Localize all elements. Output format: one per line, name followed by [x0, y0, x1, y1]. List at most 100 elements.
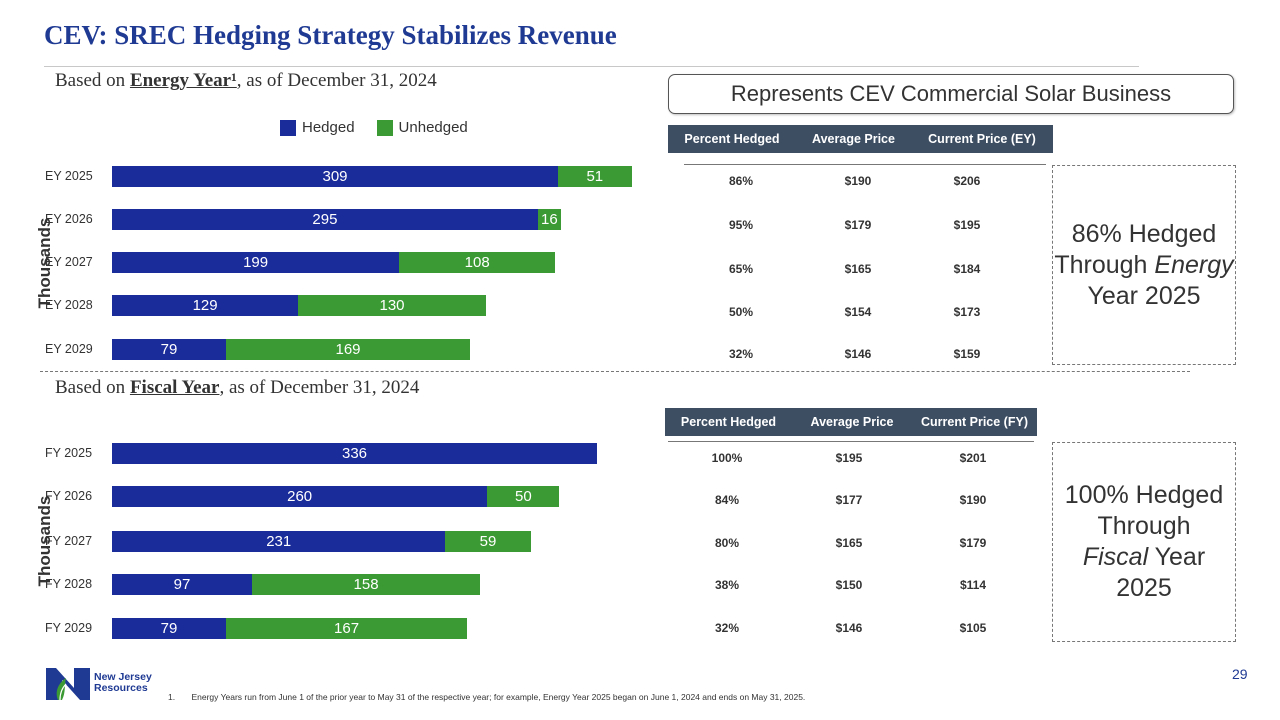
ey-table-cell: 65%	[728, 262, 754, 276]
fiscal-year-summary-italic: Fiscal	[1082, 543, 1149, 571]
energy-year-subtitle-prefix: Based on	[55, 70, 130, 91]
energy-year-summary-italic: Energy	[1154, 250, 1234, 279]
fy-data-label: 79	[160, 620, 178, 637]
fiscal-year-summary-text: 100% Hedged Through Fiscal Year 2025	[1053, 480, 1235, 604]
ey-data-label: 129	[192, 297, 218, 314]
new-jersey-resources-logo-icon	[46, 668, 90, 701]
ey-data-label: 51	[586, 168, 604, 185]
fy-data-label: 336	[341, 445, 368, 462]
page-number: 29	[1232, 666, 1248, 682]
fy-table-cell: $190	[959, 493, 987, 507]
fiscal-year-summary-line2: Year 2025	[1116, 543, 1206, 602]
fy-table-cell: $146	[835, 621, 863, 635]
fy-table-row: 84% $177 $190	[665, 493, 1037, 507]
ey-table-cell: 86%	[728, 174, 754, 188]
energy-year-subtitle-suffix: , as of December 31, 2024	[236, 70, 437, 91]
ey-bar-hedged	[112, 339, 227, 360]
fiscal-year-bar-chart: FY 2025 336 FY 2026 260 50 FY 2027 231 59 FY 202…	[45, 443, 597, 639]
ey-table-cell: 95%	[728, 218, 754, 232]
fy-table-cell: 80%	[714, 536, 740, 550]
fy-category-label: FY 2027	[45, 534, 93, 548]
fy-category-label: FY 2029	[45, 621, 93, 635]
fy-table-row: 100% $195 $201	[665, 451, 1037, 465]
fy-table-cell: 100%	[711, 451, 743, 465]
fy-table-row: 32% $146 $105	[665, 621, 1037, 635]
ey-data-label: 295	[312, 211, 338, 228]
ey-data-label: 130	[379, 297, 405, 314]
fiscal-year-summary-line1: 100% Hedged Through	[1064, 481, 1224, 540]
fiscal-year-subtitle-prefix: Based on	[55, 377, 130, 398]
fy-bar-hedged	[112, 486, 488, 507]
ey-table-cell: $159	[953, 347, 981, 361]
fy-header-current-price: Current Price (FY)	[921, 415, 1028, 429]
ey-bar-hedged	[112, 295, 299, 316]
fy-table-cell: $165	[835, 536, 863, 550]
fy-table-cell: $201	[959, 451, 987, 465]
page-title: CEV: SREC Hedging Strategy Stabilizes Re…	[44, 20, 617, 50]
energy-year-summary-line1: 86% Hedged Through	[1054, 219, 1217, 279]
fy-data-label: 59	[479, 533, 497, 550]
ey-bar-hedged	[112, 252, 400, 273]
ey-category-label: EY 2029	[45, 342, 93, 356]
ey-category-label: EY 2027	[45, 255, 93, 269]
legend-item-unhedged: Unhedged	[376, 119, 468, 136]
fy-bar-hedged	[112, 443, 597, 464]
fy-data-label: 97	[173, 576, 191, 593]
ey-table-cell: $206	[953, 174, 981, 188]
energy-year-bar-chart: EY 2025 309 51 EY 2026 295 16 EY 2027 199 108 EY …	[0, 0, 700, 370]
fy-table-row: 80% $165 $179	[665, 536, 1037, 550]
ey-data-label: 79	[160, 341, 178, 358]
fiscal-year-subtitle: Based on Fiscal Year, as of December 31,…	[55, 377, 419, 399]
footnote-number: 1.	[168, 692, 176, 702]
ey-data-label: 16	[541, 211, 558, 228]
footnote: 1. Energy Years run from June 1 of the p…	[168, 692, 805, 702]
title-divider	[44, 66, 1139, 67]
fy-header-average-price: Average Price	[810, 415, 894, 429]
fiscal-year-table-header: Percent Hedged Average Price Current Pri…	[665, 408, 1037, 436]
energy-year-summary-text: 86% Hedged Through Energy Year 2025	[1053, 219, 1235, 312]
fy-table-cell: 84%	[714, 493, 740, 507]
fy-bar-hedged	[112, 618, 227, 639]
company-logo: New Jersey Resources	[44, 664, 152, 702]
ey-table-cell: $184	[953, 262, 981, 276]
ey-table-cell: $165	[844, 262, 872, 276]
fy-table-cell: $195	[835, 451, 863, 465]
legend-label-hedged: Hedged	[302, 119, 355, 136]
ey-bar-unhedged	[399, 252, 556, 273]
legend-item-hedged: Hedged	[280, 119, 355, 136]
ey-table-cell: $146	[844, 347, 872, 361]
ey-bar-unhedged	[298, 295, 486, 316]
ey-bar-hedged	[112, 166, 559, 187]
ey-bar-unhedged	[226, 339, 470, 360]
legend-label-unhedged: Unhedged	[398, 119, 468, 136]
energy-year-table-header: Percent Hedged Average Price Current Pri…	[668, 125, 1053, 153]
ey-table-cell: $179	[844, 218, 872, 232]
ey-category-label: EY 2028	[45, 298, 93, 312]
energy-year-table-rule	[684, 164, 1046, 165]
energy-year-summary-box: 86% Hedged Through Energy Year 2025	[1052, 165, 1236, 365]
ey-header-average-price: Average Price	[812, 132, 895, 146]
fiscal-year-subtitle-emph: Fiscal Year	[129, 377, 220, 398]
logo-line2: Resources	[94, 682, 148, 694]
ey-category-label: EY 2026	[45, 212, 93, 226]
ey-bar-unhedged	[558, 166, 632, 187]
ey-header-percent-hedged: Percent Hedged	[684, 132, 780, 146]
fy-bar-unhedged	[226, 618, 468, 639]
fy-data-label: 260	[287, 488, 313, 505]
energy-year-subtitle-emph: Energy Year¹	[129, 70, 237, 91]
fy-bar-hedged	[112, 531, 446, 552]
fy-data-label: 231	[266, 533, 292, 550]
fy-bar-unhedged	[252, 574, 481, 595]
ey-table-row: 86% $190 $206	[668, 174, 1032, 188]
fy-table-cell: $177	[835, 493, 863, 507]
fy-category-label: FY 2026	[45, 489, 93, 503]
ey-table-cell: $154	[844, 305, 872, 319]
legend-swatch-hedged	[280, 119, 296, 136]
fy-table-cell: 38%	[714, 578, 740, 592]
fy-table-cell: $179	[959, 536, 987, 550]
ey-bar-hedged	[112, 209, 538, 230]
fy-table-cell: 32%	[714, 621, 740, 635]
energy-year-summary-line2: Year 2025	[1087, 281, 1201, 310]
fiscal-year-table-rule	[668, 441, 1034, 442]
fiscal-year-subtitle-suffix: , as of December 31, 2024	[219, 377, 420, 398]
